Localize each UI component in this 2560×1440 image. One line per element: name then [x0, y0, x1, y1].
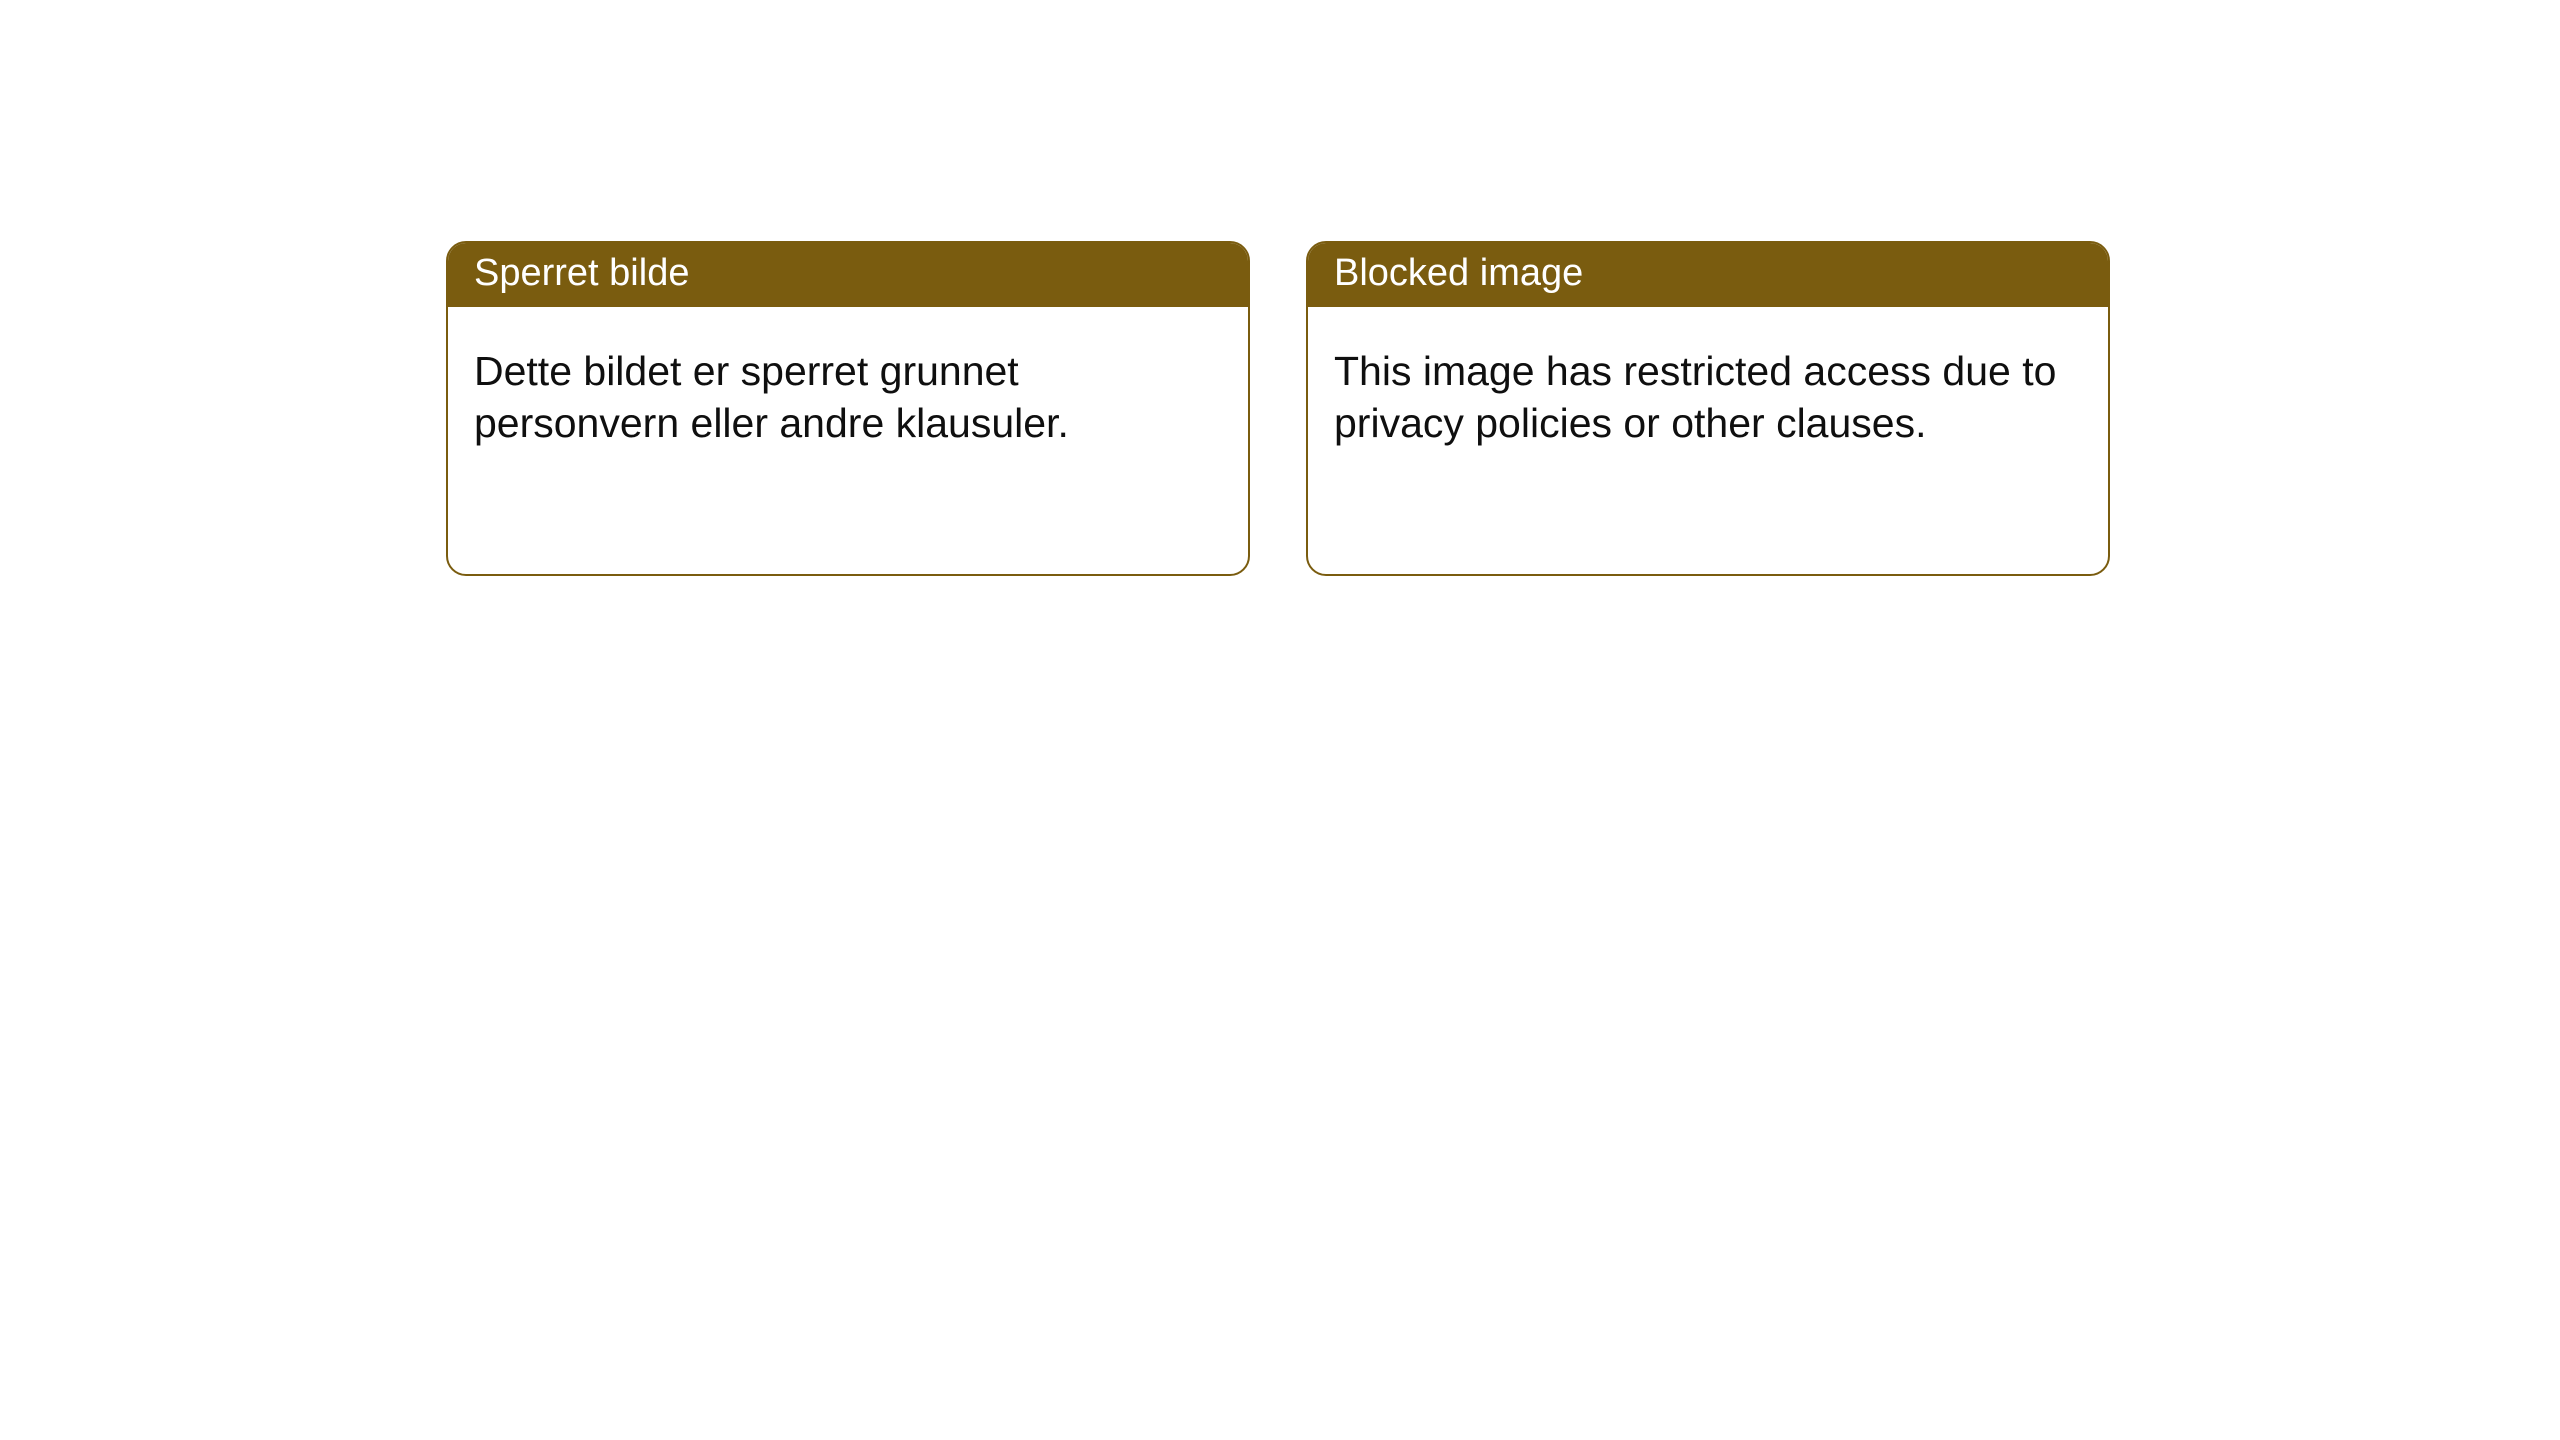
notice-title-no: Sperret bilde [448, 243, 1248, 307]
notice-title-en: Blocked image [1308, 243, 2108, 307]
notice-body-en: This image has restricted access due to … [1308, 307, 2108, 488]
notice-card-no: Sperret bilde Dette bildet er sperret gr… [446, 241, 1250, 576]
notice-card-en: Blocked image This image has restricted … [1306, 241, 2110, 576]
blocked-image-notices: Sperret bilde Dette bildet er sperret gr… [446, 241, 2560, 576]
notice-body-no: Dette bildet er sperret grunnet personve… [448, 307, 1248, 488]
